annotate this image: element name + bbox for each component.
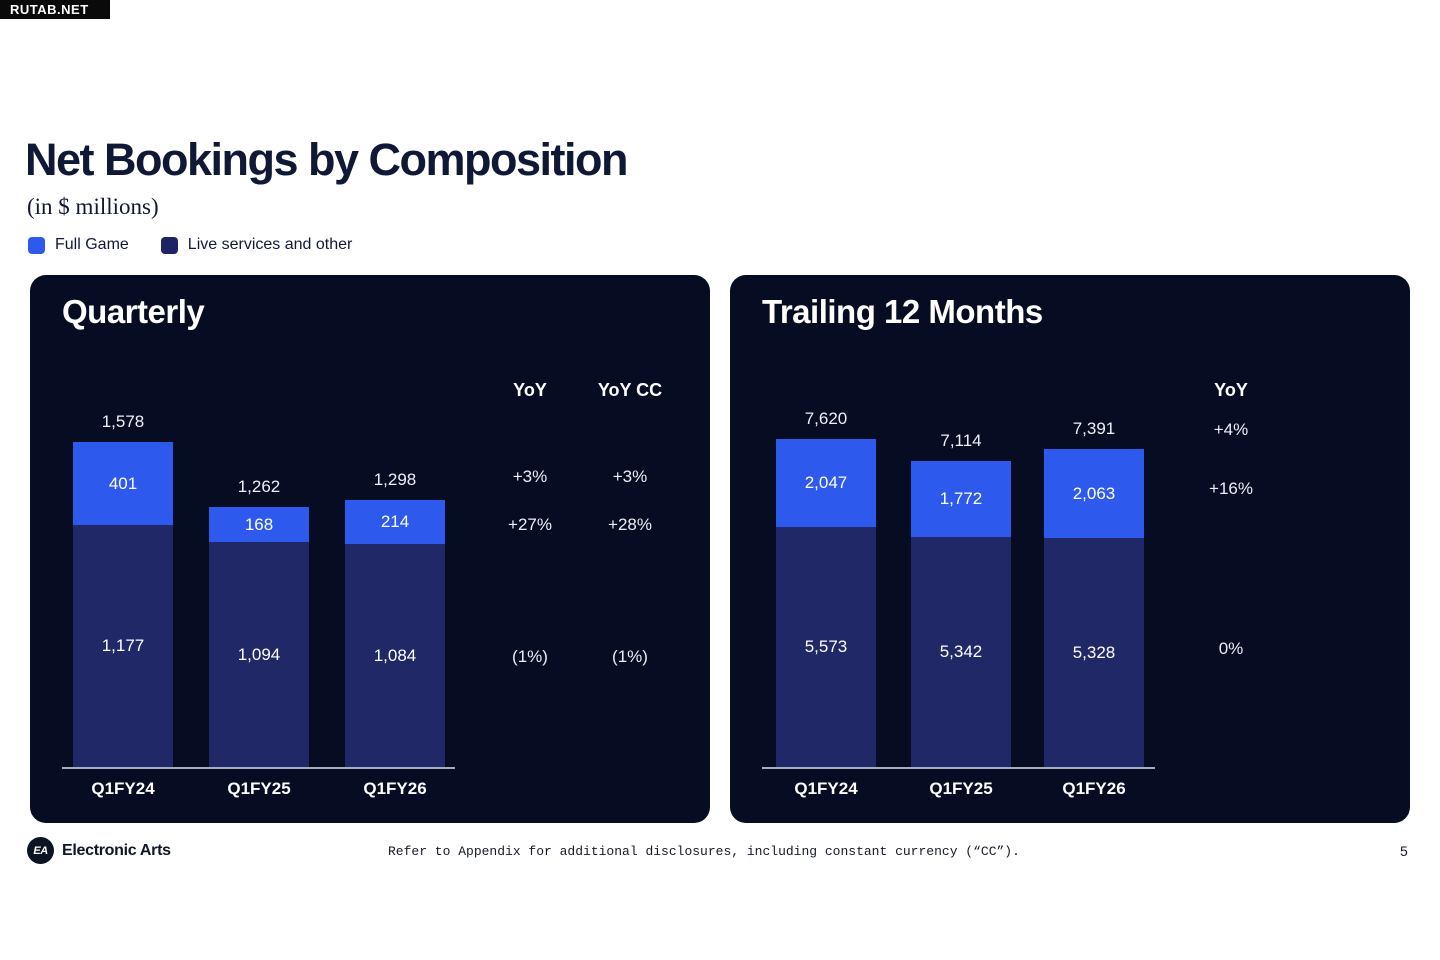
brand-name: Electronic Arts: [62, 841, 171, 859]
full-game-segment: 401: [73, 442, 173, 525]
bar-q1fy26: 7,391 2,063 5,328: [1044, 419, 1144, 767]
x-axis-line: [762, 767, 1155, 769]
full-game-segment: 2,047: [776, 439, 876, 527]
segment-value: 1,084: [373, 645, 417, 665]
full-game-segment: 214: [345, 500, 445, 544]
bar-q1fy25: 1,262 168 1,094: [209, 477, 309, 767]
segment-value: 1,094: [237, 644, 281, 664]
watermark-badge: RUTAB.NET: [0, 0, 110, 19]
axis-label-q1fy26: Q1FY26: [1062, 779, 1126, 798]
segment-value: 1,177: [101, 636, 145, 655]
yoy-column-header: YoY: [513, 380, 547, 400]
segment-value: 168: [244, 514, 274, 534]
legend-item-live-services: Live services and other: [160, 236, 353, 254]
axis-label-q1fy26: Q1FY26: [363, 779, 427, 798]
segment-value: 401: [108, 473, 138, 493]
quarterly-panel: Quarterly YoY YoY CC 1,578 401 1,177 1,2…: [30, 275, 710, 823]
yoy-total-value: +3%: [512, 467, 548, 486]
segment-value: 2,063: [1072, 483, 1116, 503]
yoy-live-services-value: 0%: [1218, 639, 1244, 658]
bar-total-label: 1,262: [237, 477, 281, 496]
live-services-segment: 5,573: [776, 527, 876, 767]
segment-value: 2,047: [804, 473, 848, 492]
segment-value: 214: [380, 512, 410, 531]
segment-value: 1,772: [939, 489, 983, 508]
axis-label-q1fy25: Q1FY25: [227, 779, 291, 798]
live-services-segment: 1,094: [209, 542, 309, 767]
legend-label: Live services and other: [187, 236, 353, 253]
yoy-cc-live-services-value: (1%): [612, 647, 648, 666]
segment-value: 5,573: [804, 637, 848, 656]
trailing-panel-title: Trailing 12 Months: [762, 293, 1043, 330]
axis-label-q1fy24: Q1FY24: [91, 779, 155, 798]
bar-q1fy25: 7,114 1,772 5,342: [911, 431, 1011, 767]
brand-lockup: EA Electronic Arts: [27, 837, 171, 864]
bar-total-label: 7,114: [940, 431, 982, 450]
legend-label: Full Game: [55, 236, 129, 253]
yoy-cc-total-value: +3%: [612, 467, 648, 486]
segment-value: 5,328: [1072, 642, 1116, 662]
yoy-live-services-value: (1%): [512, 647, 548, 666]
trailing-12-months-panel: Trailing 12 Months YoY 7,620 2,047 5,573…: [730, 275, 1410, 823]
page-subtitle: (in $ millions): [27, 194, 159, 219]
bar-total-label: 1,298: [373, 470, 417, 489]
live-services-segment: 1,084: [345, 544, 445, 767]
full-game-segment: 168: [209, 507, 309, 542]
axis-label-q1fy25: Q1FY25: [929, 779, 993, 798]
footnote: Refer to Appendix for additional disclos…: [388, 844, 1020, 859]
ea-logo-icon: EA: [27, 837, 54, 864]
axis-label-q1fy24: Q1FY24: [794, 779, 858, 798]
live-services-segment: 5,328: [1044, 538, 1144, 767]
bar-q1fy24: 1,578 401 1,177: [73, 412, 173, 767]
page-title: Net Bookings by Composition: [25, 134, 629, 185]
legend-item-full-game: Full Game: [28, 236, 129, 254]
bar-total-label: 1,578: [101, 412, 145, 431]
live-services-segment: 5,342: [911, 537, 1011, 767]
full-game-segment: 2,063: [1044, 449, 1144, 538]
yoy-cc-full-game-value: +28%: [608, 515, 652, 534]
yoy-full-game-value: +16%: [1209, 479, 1253, 498]
legend: Full Game Live services and other: [28, 236, 352, 254]
full-game-swatch-icon: [28, 236, 45, 254]
bar-total-label: 7,391: [1072, 419, 1116, 438]
segment-value: 5,342: [939, 642, 983, 661]
quarterly-panel-title: Quarterly: [62, 293, 205, 330]
yoy-column-header: YoY: [1214, 380, 1248, 400]
yoy-cc-column-header: YoY CC: [597, 380, 663, 400]
bar-q1fy26: 1,298 214 1,084: [345, 470, 445, 767]
yoy-total-value: +4%: [1213, 420, 1249, 439]
live-services-segment: 1,177: [73, 525, 173, 767]
x-axis-line: [62, 767, 455, 769]
live-services-swatch-icon: [160, 236, 178, 254]
full-game-segment: 1,772: [911, 461, 1011, 537]
yoy-full-game-value: +27%: [508, 515, 552, 534]
bar-total-label: 7,620: [804, 409, 848, 428]
bar-q1fy24: 7,620 2,047 5,573: [776, 409, 876, 767]
page-number: 5: [1400, 843, 1408, 859]
